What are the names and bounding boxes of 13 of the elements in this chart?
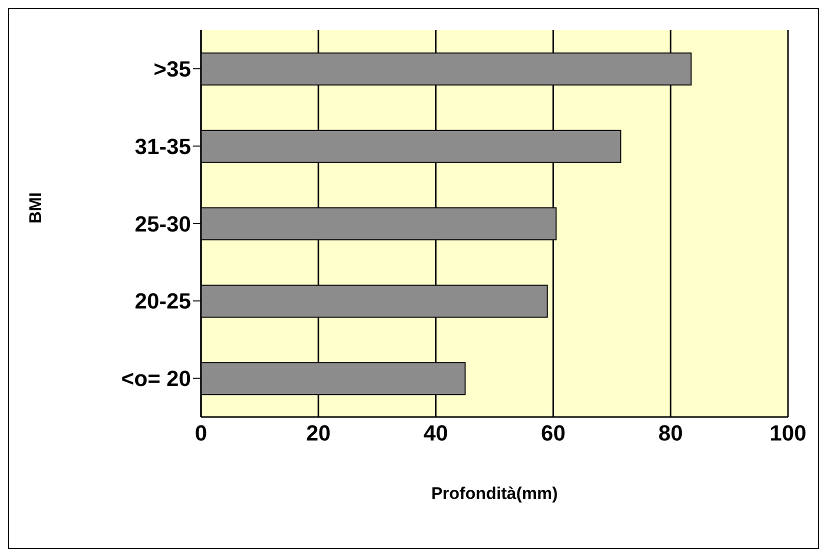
y-tick-label: <o= 20 [121, 366, 191, 392]
x-tick-label: 0 [194, 420, 208, 446]
y-tick-label: 31-35 [134, 134, 191, 159]
x-tick-label: 60 [540, 420, 566, 446]
y-tick-label: 25-30 [134, 211, 191, 236]
y-tick-label: >35 [154, 56, 191, 82]
y-axis-title: BMI [26, 192, 46, 224]
x-axis-title: Profondità(mm) [431, 484, 558, 503]
y-tick-label: 20-25 [134, 288, 191, 314]
x-tick-label: 40 [424, 420, 448, 446]
x-tick-label: 80 [658, 420, 683, 446]
x-tick-label: 100 [770, 420, 806, 446]
x-tick-label: 20 [306, 420, 331, 446]
